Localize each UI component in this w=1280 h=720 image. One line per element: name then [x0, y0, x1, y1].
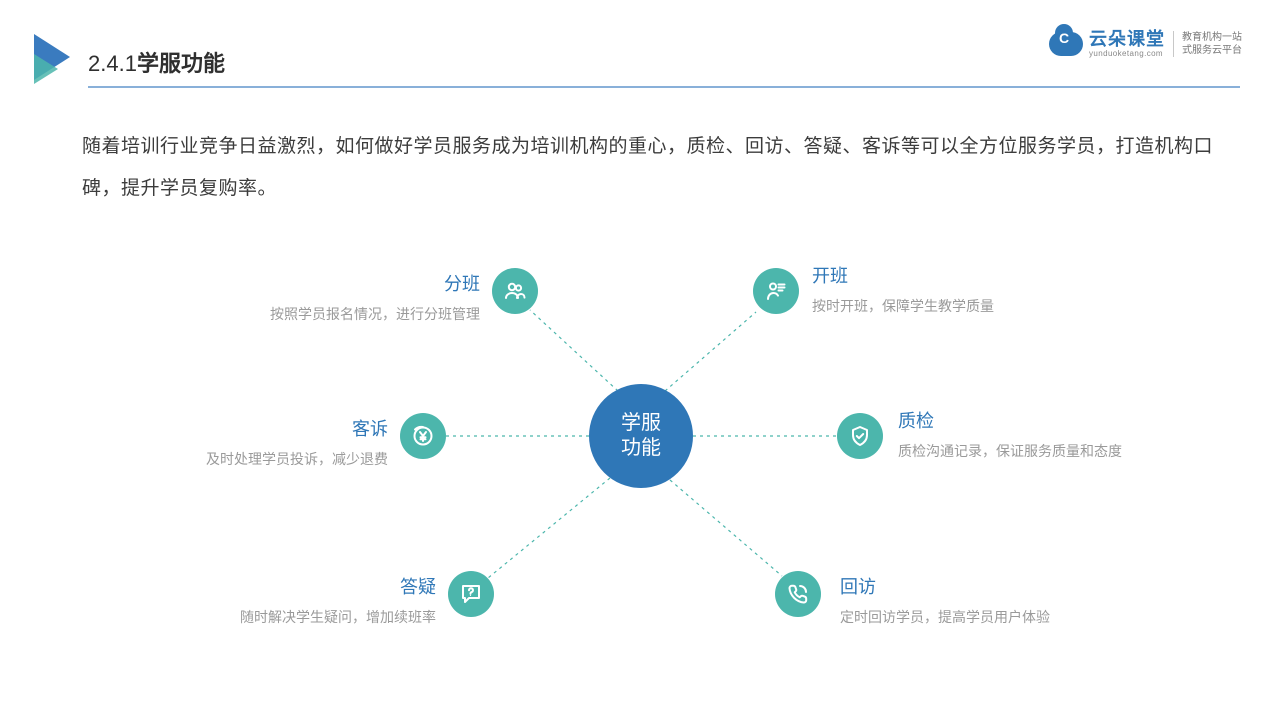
- intro-paragraph: 随着培训行业竞争日益激烈，如何做好学员服务成为培训机构的重心，质检、回访、答疑、…: [82, 126, 1220, 210]
- node-desc: 定时回访学员，提高学员用户体验: [840, 607, 1050, 627]
- node-title: 答疑: [180, 573, 436, 599]
- node-icon-fenban: [492, 268, 538, 314]
- node-title: 回访: [840, 573, 1050, 599]
- node-desc: 按时开班，保障学生教学质量: [812, 296, 994, 316]
- node-icon-kesu: [400, 413, 446, 459]
- node-title: 开班: [812, 262, 994, 288]
- node-icon-huifang: [775, 571, 821, 617]
- node-label-kaiban: 开班按时开班，保障学生教学质量: [812, 262, 994, 316]
- corner-decoration: [34, 34, 74, 80]
- node-label-kesu: 客诉及时处理学员投诉，减少退费: [170, 415, 388, 469]
- section-title: 2.4.1学服功能: [88, 46, 1180, 78]
- title-underline: [88, 86, 1240, 88]
- radial-diagram: 学服 功能 分班按照学员报名情况，进行分班管理客诉及时处理学员投诉，减少退费答疑…: [0, 240, 1280, 700]
- node-label-dayi: 答疑随时解决学生疑问，增加续班率: [180, 573, 436, 627]
- node-label-zhijian: 质检质检沟通记录，保证服务质量和态度: [898, 407, 1122, 461]
- node-label-fenban: 分班按照学员报名情况，进行分班管理: [224, 270, 480, 324]
- node-title: 客诉: [170, 415, 388, 441]
- node-icon-zhijian: [837, 413, 883, 459]
- brand-tagline: 教育机构一站 式服务云平台: [1182, 31, 1252, 57]
- node-desc: 及时处理学员投诉，减少退费: [170, 449, 388, 469]
- node-desc: 按照学员报名情况，进行分班管理: [224, 304, 480, 324]
- node-icon-kaiban: [753, 268, 799, 314]
- section-number: 2.4.1: [88, 51, 137, 76]
- node-title: 分班: [224, 270, 480, 296]
- slide: C 云朵课堂 yunduoketang.com 教育机构一站 式服务云平台 2.…: [0, 0, 1280, 720]
- node-desc: 随时解决学生疑问，增加续班率: [180, 607, 436, 627]
- node-title: 质检: [898, 407, 1122, 433]
- node-label-huifang: 回访定时回访学员，提高学员用户体验: [840, 573, 1050, 627]
- hub-node: 学服 功能: [589, 384, 693, 488]
- node-icon-dayi: [448, 571, 494, 617]
- node-desc: 质检沟通记录，保证服务质量和态度: [898, 441, 1122, 461]
- section-title-text: 学服功能: [137, 51, 225, 76]
